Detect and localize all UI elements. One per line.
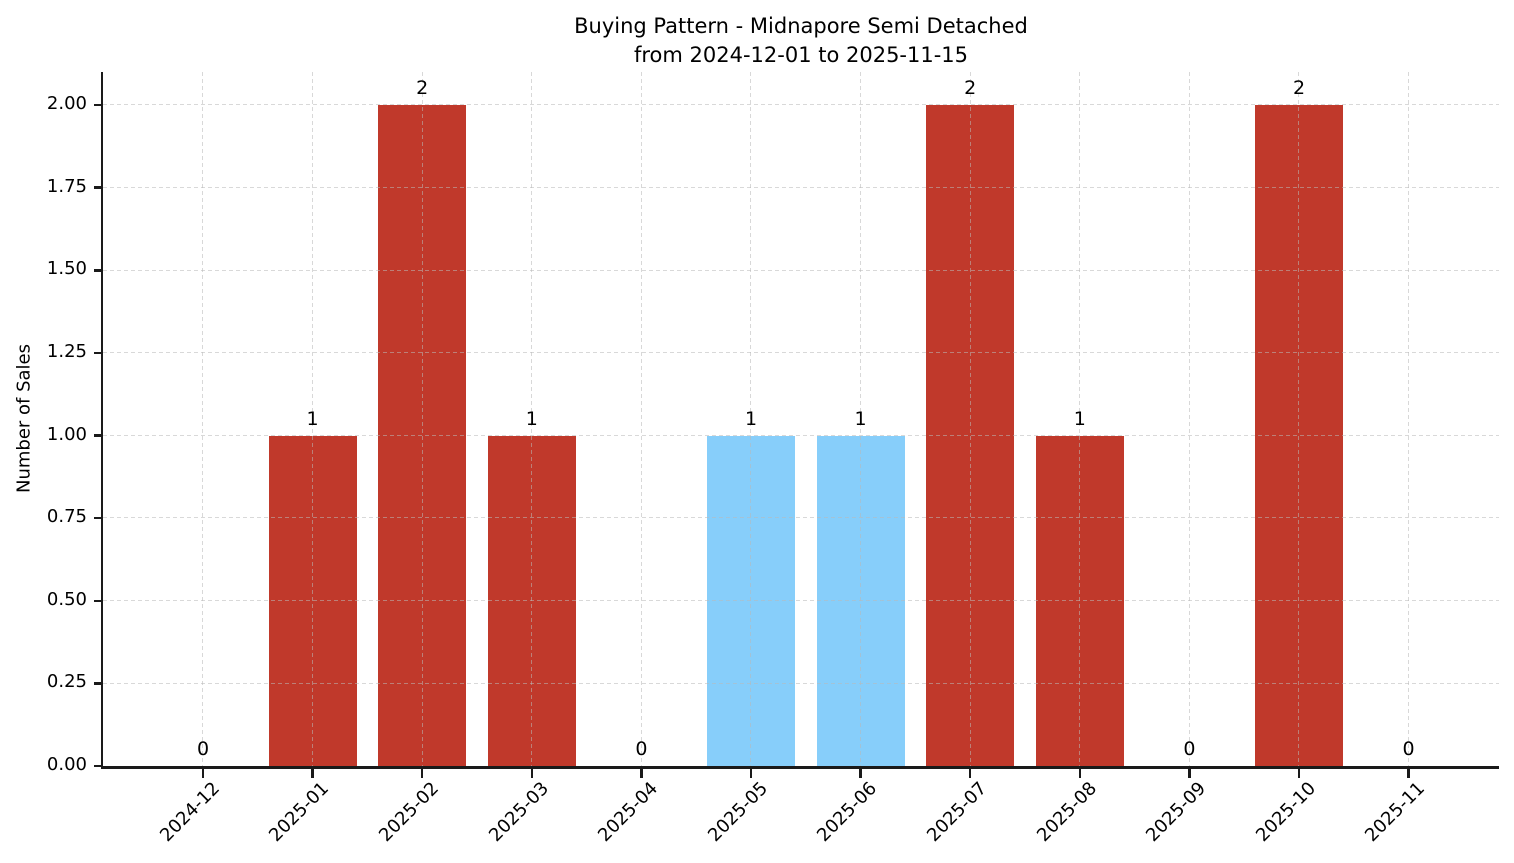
x-tick-label: 2025-02	[374, 778, 444, 847]
h-gridline	[103, 352, 1499, 355]
v-gridline	[750, 72, 753, 766]
v-gridline	[202, 72, 205, 766]
x-tick-mark	[1407, 768, 1410, 778]
bar-value-label: 1	[854, 407, 867, 430]
chart-title-line2: from 2024-12-01 to 2025-11-15	[633, 43, 969, 67]
x-tick-mark	[420, 768, 424, 778]
v-gridline	[859, 72, 862, 766]
x-tick-label: 2025-04	[594, 778, 663, 847]
x-tick-mark	[530, 768, 534, 778]
y-tick-mark	[94, 351, 103, 355]
x-tick-label: 2025-06	[813, 778, 882, 847]
y-tick-label: 1.25	[46, 340, 87, 362]
bar-value-label: 0	[635, 738, 648, 760]
y-tick-label: 1.50	[46, 258, 87, 280]
v-gridline	[640, 72, 643, 766]
x-tick-label: 2024-12	[155, 778, 224, 847]
y-tick-label: 1.75	[46, 175, 87, 197]
bar-value-label: 1	[525, 407, 538, 430]
x-tick-label: 2025-03	[484, 778, 553, 847]
chart-title-line1: Buying Pattern - Midnapore Semi Detached	[574, 14, 1028, 38]
x-tick-mark	[859, 768, 862, 778]
y-tick-label: 0.50	[46, 588, 87, 610]
bar-value-label: 0	[1183, 738, 1196, 760]
v-gridline	[1298, 72, 1301, 766]
bar-value-label: 2	[964, 77, 977, 100]
x-tick-mark	[968, 768, 972, 778]
x-tick-mark	[201, 768, 205, 778]
y-tick-mark	[94, 764, 103, 768]
h-gridline	[103, 104, 1499, 107]
y-tick-mark	[94, 434, 103, 437]
y-tick-label: 0.25	[46, 671, 87, 693]
x-tick-label: 2025-07	[922, 778, 992, 847]
y-axis-spine	[100, 72, 103, 769]
h-gridline	[103, 682, 1499, 685]
y-tick-label: 2.00	[46, 93, 87, 115]
v-gridline	[421, 72, 424, 766]
bar-value-label: 2	[1292, 77, 1306, 100]
x-tick-mark	[640, 768, 643, 778]
y-tick-mark	[94, 186, 103, 189]
plot-area: 0 1 2 1 0 1 1 2 1 0 2 0	[103, 72, 1499, 766]
bar-value-label: 1	[744, 407, 758, 430]
v-gridline	[1188, 72, 1191, 766]
x-tick-label: 2025-09	[1142, 778, 1211, 847]
bar-value-label: 2	[416, 77, 429, 100]
bar-value-label: 1	[306, 407, 319, 430]
v-gridline	[1079, 72, 1082, 766]
v-gridline	[531, 72, 534, 766]
h-gridline	[103, 600, 1499, 603]
v-gridline	[969, 72, 972, 766]
x-tick-mark	[1078, 768, 1082, 778]
y-tick-label: 0.00	[46, 754, 87, 775]
v-gridline	[311, 72, 314, 766]
bar-value-label: 0	[1402, 738, 1415, 760]
x-tick-label: 2025-10	[1251, 778, 1320, 847]
x-tick-mark	[311, 768, 314, 778]
y-tick-mark	[94, 269, 103, 272]
x-tick-mark	[749, 768, 753, 778]
x-tick-label: 2025-08	[1032, 778, 1101, 847]
v-gridline	[1407, 72, 1410, 766]
x-tick-mark	[1188, 768, 1191, 778]
h-gridline	[103, 186, 1499, 189]
x-tick-label: 2025-01	[265, 778, 334, 847]
h-gridline	[103, 517, 1499, 520]
chart-title: Buying Pattern - Midnapore Semi Detached…	[103, 12, 1499, 70]
h-gridline	[103, 434, 1499, 437]
y-tick-label: 0.75	[46, 506, 87, 528]
bar-value-label: 1	[1073, 407, 1086, 430]
y-tick-mark	[94, 682, 103, 685]
y-tick-mark	[94, 516, 103, 520]
x-tick-label: 2025-05	[703, 778, 772, 847]
y-tick-mark	[94, 103, 103, 107]
x-tick-label: 2025-11	[1361, 778, 1430, 847]
y-tick-mark	[94, 599, 103, 602]
x-axis-spine	[100, 766, 1499, 769]
h-gridline	[103, 269, 1499, 272]
x-tick-mark	[1297, 768, 1301, 778]
bar-value-label: 0	[196, 738, 210, 760]
y-tick-label: 1.00	[46, 423, 87, 445]
